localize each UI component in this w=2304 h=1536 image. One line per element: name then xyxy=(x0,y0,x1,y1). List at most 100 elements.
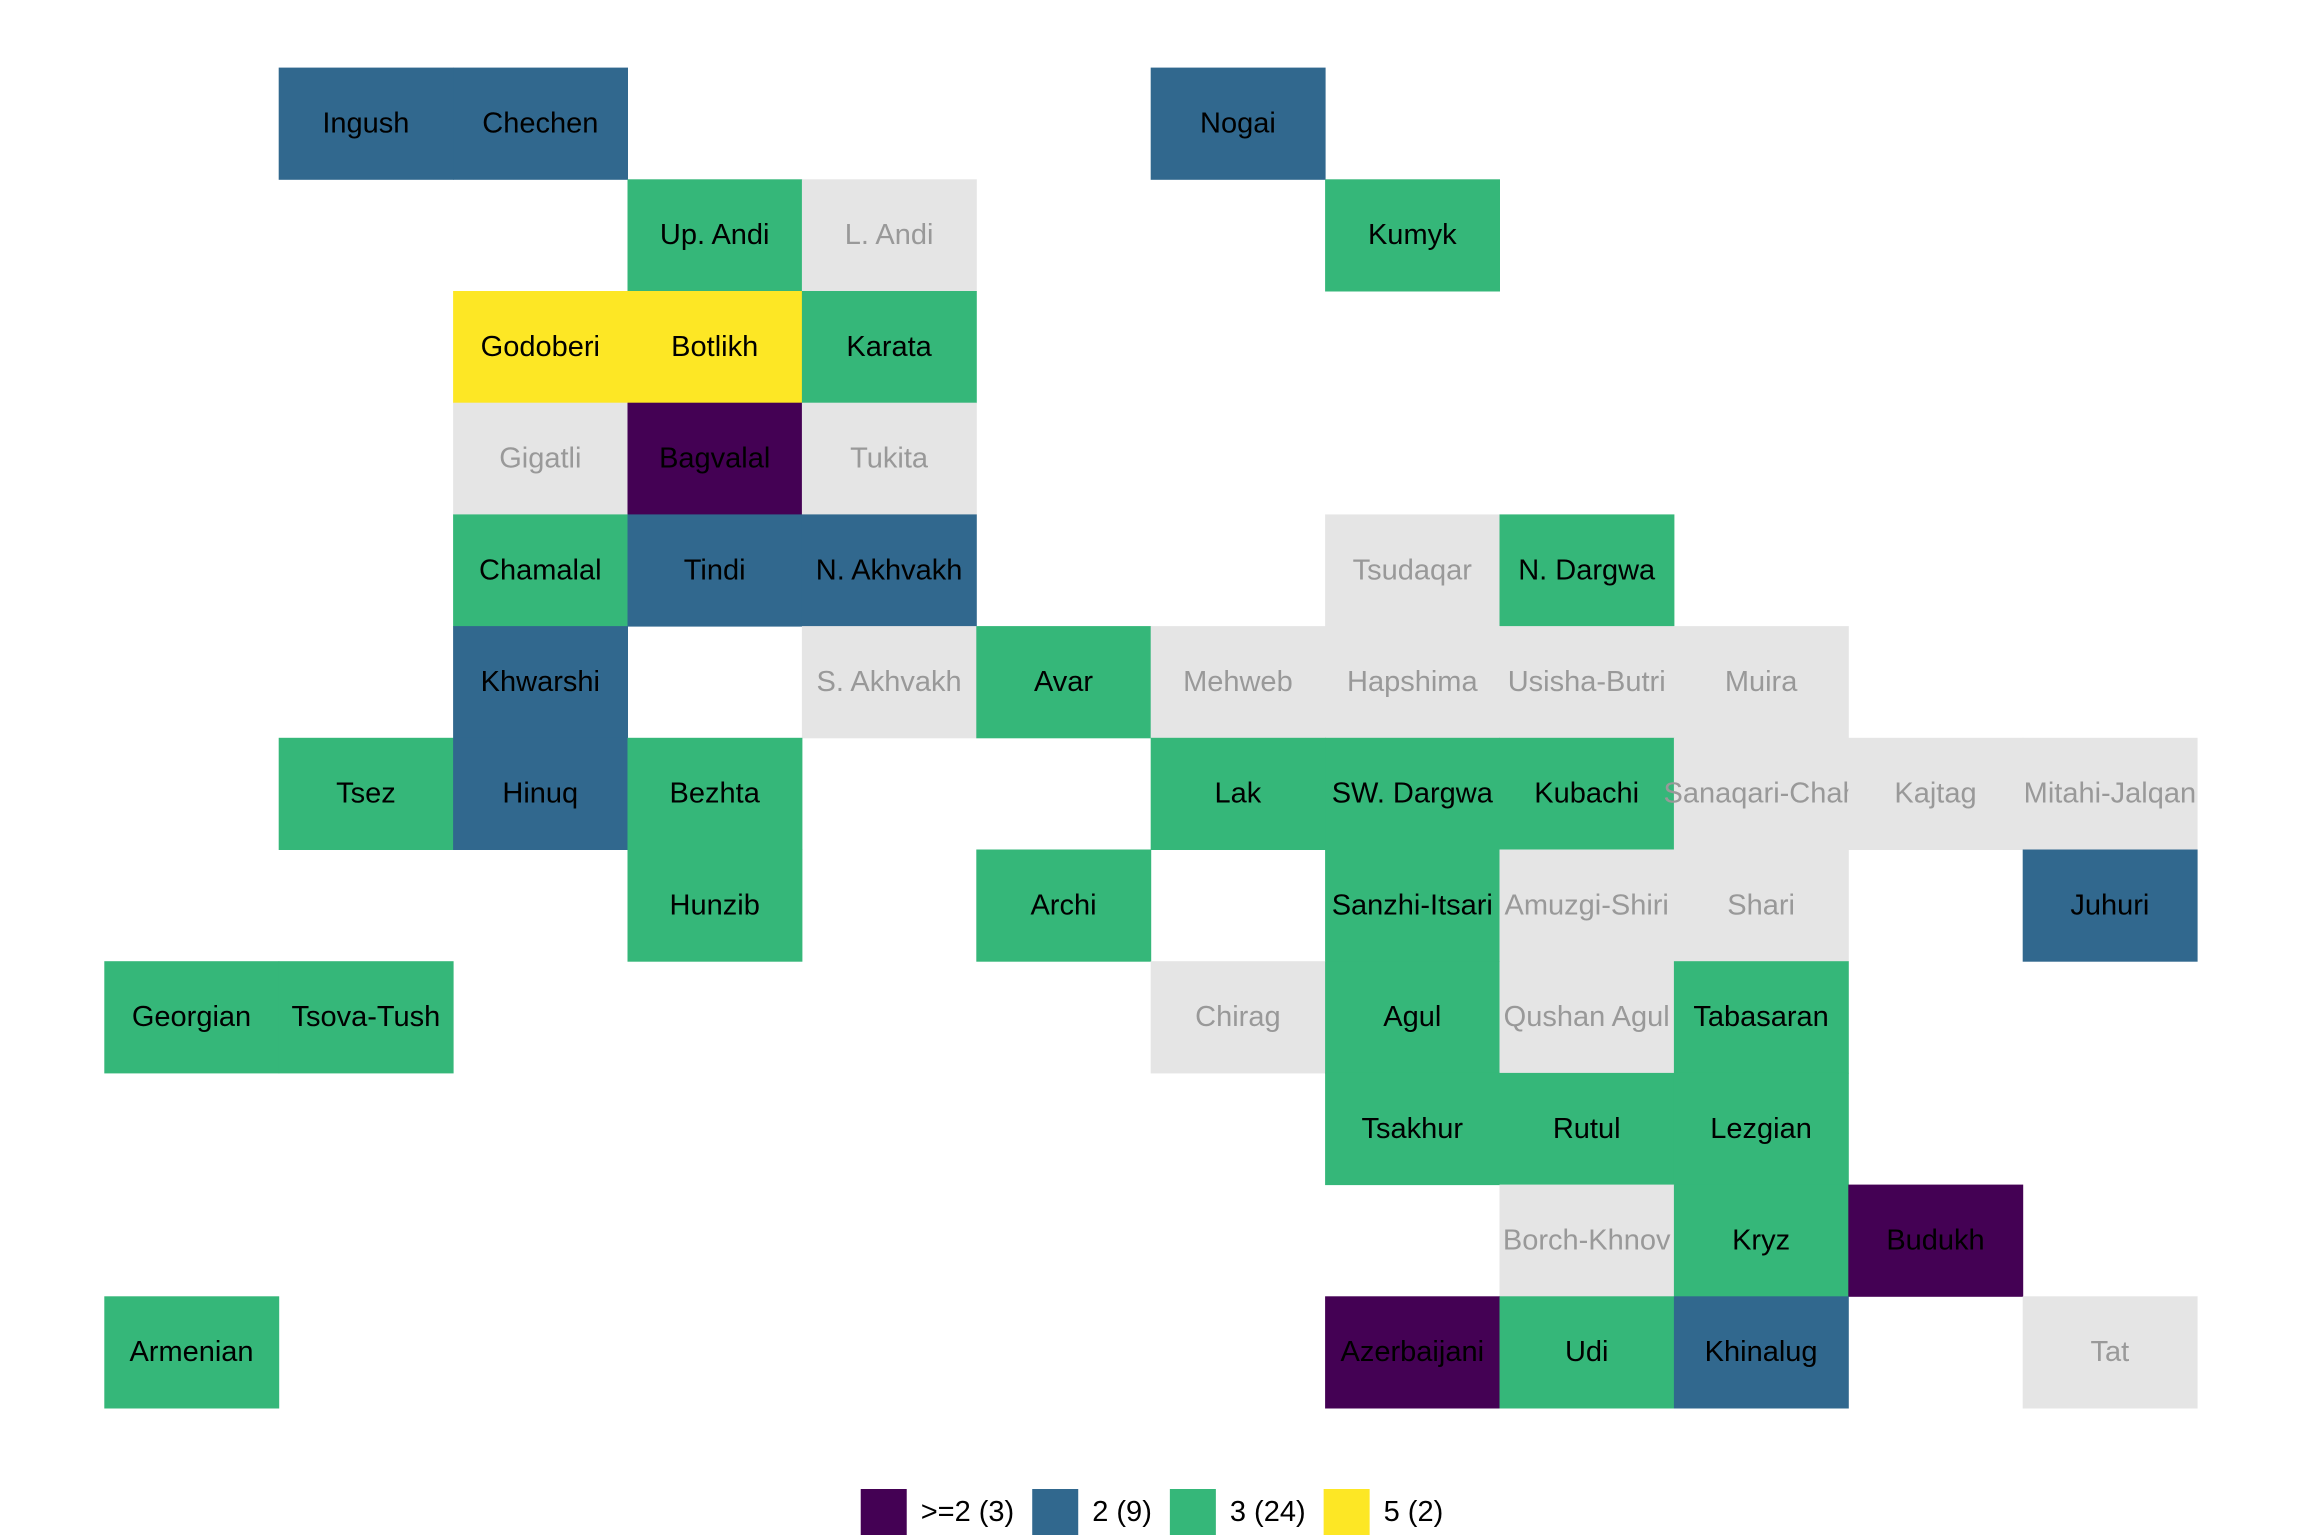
tile-label: Tsez xyxy=(336,778,396,810)
tile-label: Mehweb xyxy=(1183,666,1293,698)
legend-label: 3 (24) xyxy=(1230,1496,1306,1528)
tile-label: Agul xyxy=(1383,1001,1441,1033)
tile xyxy=(801,626,977,739)
tile xyxy=(1150,737,1326,850)
tile-label: Godoberi xyxy=(481,331,600,363)
tile-label: Botlikh xyxy=(671,331,758,363)
tile xyxy=(453,626,628,739)
tile xyxy=(801,402,977,515)
tile-label: Azerbaijani xyxy=(1341,1336,1484,1368)
tile-label: Nogai xyxy=(1200,107,1276,139)
tile-label: Qushan Agul xyxy=(1504,1001,1670,1033)
tile-label: Chamalal xyxy=(479,554,602,586)
tile-label: Tsova-Tush xyxy=(291,1001,440,1033)
tile xyxy=(104,1296,280,1409)
tile xyxy=(278,961,454,1074)
tile xyxy=(1848,1184,2024,1297)
tile xyxy=(1150,961,1326,1074)
tile xyxy=(1673,737,1849,850)
tile-label: Rutul xyxy=(1553,1113,1621,1145)
tile-label: Sanzhi-Itsari xyxy=(1332,889,1493,921)
tile xyxy=(2022,1296,2198,1409)
tile-label: Lak xyxy=(1215,778,1262,810)
tile xyxy=(1325,849,1500,962)
tile-label: Tsakhur xyxy=(1362,1113,1464,1145)
tile-label: Muira xyxy=(1725,666,1798,698)
tile xyxy=(1499,849,1675,962)
tile-label: S. Akhvakh xyxy=(817,666,962,698)
tile xyxy=(453,67,628,180)
tile-label: Ingush xyxy=(322,107,409,139)
legend-swatch xyxy=(1169,1489,1216,1535)
tile-label: Kubachi xyxy=(1534,778,1639,810)
tile xyxy=(627,402,803,515)
tile-label: Tsudaqar xyxy=(1353,554,1473,586)
tile xyxy=(627,737,803,850)
tile xyxy=(1848,737,2024,850)
tile xyxy=(1499,737,1675,850)
tile xyxy=(1673,626,1849,739)
tile-label: Mitahi-Jalqan xyxy=(2024,778,2196,810)
tile xyxy=(801,291,977,404)
tile xyxy=(627,514,803,627)
tile-label: Khinalug xyxy=(1705,1336,1818,1368)
tile-label: Shari xyxy=(1727,889,1795,921)
legend-swatch xyxy=(1032,1489,1079,1535)
legend-label: 5 (2) xyxy=(1384,1496,1444,1528)
tile-label: Bagvalal xyxy=(659,443,770,475)
tile-label: Avar xyxy=(1034,666,1093,698)
tile xyxy=(278,67,454,180)
tile xyxy=(1673,1184,1849,1297)
tile-label: Kajtag xyxy=(1894,778,1976,810)
tile-label: Chirag xyxy=(1195,1001,1280,1033)
tile xyxy=(1673,1296,1849,1409)
tile xyxy=(801,179,977,292)
tile xyxy=(627,291,803,404)
tile-label: N. Akhvakh xyxy=(816,554,963,586)
tile xyxy=(1499,1296,1675,1409)
tile xyxy=(1499,1072,1675,1186)
tile-label: Bezhta xyxy=(670,778,761,810)
tile xyxy=(1499,1184,1675,1297)
tile-label: Georgian xyxy=(132,1001,251,1033)
tile xyxy=(627,849,803,962)
legend-swatch xyxy=(1323,1489,1370,1535)
tile xyxy=(1673,1072,1849,1186)
legend-swatch xyxy=(860,1489,907,1535)
tile xyxy=(976,849,1152,962)
tile-label: Amuzgi-Shiri xyxy=(1505,889,1669,921)
tile-label: Borch-Khnov xyxy=(1503,1224,1671,1256)
tile xyxy=(1325,1072,1500,1186)
tile-label: Chechen xyxy=(482,107,598,139)
tile-label: Udi xyxy=(1565,1336,1609,1368)
tile xyxy=(1499,514,1675,627)
tile xyxy=(278,737,454,850)
tile-label: L. Andi xyxy=(845,219,934,251)
tile-label: Karata xyxy=(846,331,932,363)
tile-label: SW. Dargwa xyxy=(1332,778,1494,810)
tile xyxy=(453,514,628,627)
tile xyxy=(453,291,628,404)
tile-label: Tat xyxy=(2091,1336,2130,1368)
tile-label: Tukita xyxy=(850,443,929,475)
tile-label: Lezgian xyxy=(1710,1113,1812,1145)
tile-label: Up. Andi xyxy=(660,219,770,251)
tile xyxy=(1499,626,1675,739)
tile-label: Gigatli xyxy=(499,443,581,475)
tile-label: Juhuri xyxy=(2070,889,2149,921)
tile xyxy=(1673,961,1849,1074)
tile xyxy=(1325,961,1500,1074)
tile-label: Hapshima xyxy=(1347,666,1478,698)
tile xyxy=(976,626,1152,739)
tile-label: Sanaqari-Chah xyxy=(1664,778,1859,810)
tile xyxy=(2022,849,2198,962)
tile-label: Khwarshi xyxy=(481,666,600,698)
tile xyxy=(1325,514,1500,627)
tile xyxy=(1499,961,1675,1074)
tile-label: Usisha-Butri xyxy=(1508,666,1666,698)
tile xyxy=(1325,179,1500,292)
tile-label: Tindi xyxy=(684,554,746,586)
tile xyxy=(453,737,628,850)
